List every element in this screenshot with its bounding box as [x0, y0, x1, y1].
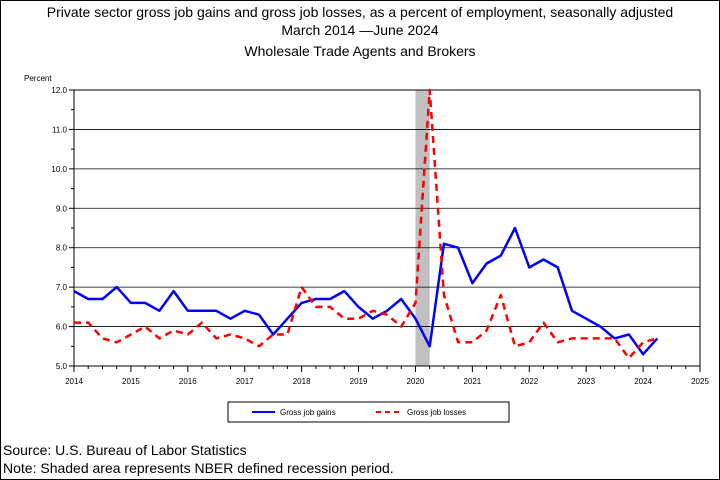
- y-axis: 5.0 6.0 7.0 8.0 9.0 10.0 11.0 12.0: [51, 86, 74, 371]
- x-tick-label: 2023: [577, 377, 595, 386]
- y-tick-label: 6.0: [56, 323, 68, 332]
- legend-label-gross-job-losses: Gross job losses: [407, 408, 466, 417]
- x-tick-label: 2020: [407, 377, 425, 386]
- gridlines: [74, 129, 700, 327]
- x-tick-label: 2019: [350, 377, 368, 386]
- series-lines: [73, 88, 659, 360]
- y-tick-label: 7.0: [56, 283, 68, 292]
- chart-title: Private sector gross job gains and gross…: [46, 4, 674, 20]
- chart-subtitle: Wholesale Trade Agents and Brokers: [244, 43, 476, 59]
- x-tick-label: 2022: [520, 377, 538, 386]
- y-tick-label: 8.0: [56, 244, 68, 253]
- source-note: Source: U.S. Bureau of Labor Statistics: [3, 442, 247, 458]
- legend-box: [227, 401, 510, 423]
- x-tick-label: 2024: [634, 377, 652, 386]
- y-tick-label: 5.0: [56, 362, 68, 371]
- plot-area: [73, 89, 701, 367]
- x-tick-label: 2025: [691, 377, 709, 386]
- x-tick-label: 2017: [236, 377, 254, 386]
- chart-date-range: March 2014 —June 2024: [281, 22, 439, 38]
- y-tick-label: 10.0: [51, 165, 67, 174]
- y-tick-label: 9.0: [56, 204, 68, 213]
- x-tick-label: 2014: [65, 377, 83, 386]
- y-tick-label: 11.0: [52, 125, 68, 134]
- series-line-gross-job-gains: [73, 226, 659, 356]
- x-tick-label: 2018: [293, 377, 311, 386]
- x-tick-label: 2015: [122, 377, 140, 386]
- y-axis-label: Percent: [24, 74, 52, 83]
- legend-label-gross-job-gains: Gross job gains: [280, 408, 336, 417]
- x-tick-label: 2016: [179, 377, 197, 386]
- x-axis: 2014 2015 2016 2017 2018 2019 2020 2021 2022 2023…: [65, 366, 709, 386]
- y-tick-label: 12.0: [51, 86, 67, 95]
- legend: Gross job gains Gross job losses: [227, 401, 510, 423]
- recession-note: Note: Shaded area represents NBER define…: [3, 460, 394, 476]
- x-tick-label: 2021: [463, 377, 481, 386]
- series-line-gross-job-losses: [74, 88, 658, 360]
